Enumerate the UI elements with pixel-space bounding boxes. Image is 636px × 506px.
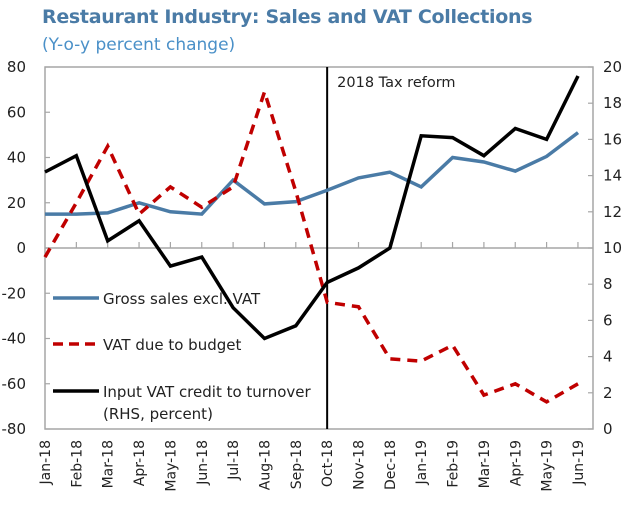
series-line-input-vat-credit (44, 75, 580, 341)
x-tick-label: Sep-18 (289, 440, 305, 489)
y-tick-label-left: 80 (7, 58, 26, 76)
y-tick-label-right: 2 (603, 384, 613, 402)
tax-reform-label: 2018 Tax reform (337, 75, 455, 91)
x-tick-label: Jan-18 (38, 440, 54, 485)
x-tick-label: Mar-19 (477, 440, 493, 488)
y-tick-label-right: 10 (603, 239, 622, 257)
y-tick-label-left: 0 (16, 239, 26, 257)
y-tick-label-left: 60 (7, 103, 26, 121)
series-line-vat-due (43, 86, 579, 404)
x-tick-label: Mar-18 (101, 440, 117, 488)
y-tick-label-right: 4 (603, 348, 613, 366)
y-tick-label-right: 14 (603, 167, 622, 185)
x-tick-label: Apr-18 (132, 440, 148, 486)
x-tick-label: Feb-18 (69, 440, 85, 488)
y-tick-label-right: 8 (603, 275, 613, 293)
x-tick-label: Nov-18 (352, 440, 368, 490)
legend-label: Input VAT credit to turnover (103, 383, 311, 401)
x-tick-label: Jun-19 (571, 440, 587, 486)
x-tick-label: Aug-18 (257, 440, 273, 490)
y-tick-label-right: 18 (603, 94, 622, 112)
y-tick-label-right: 0 (603, 420, 613, 438)
y-tick-label-left: 20 (7, 194, 26, 212)
y-tick-label-left: -40 (2, 330, 27, 348)
x-tick-label: Jan-19 (414, 440, 430, 485)
x-tick-label: May-19 (540, 440, 556, 492)
legend-label: Gross sales excl. VAT (103, 290, 261, 308)
x-tick-label: Feb-19 (446, 440, 462, 488)
x-tick-label: May-18 (163, 440, 179, 492)
y-tick-label-left: -20 (2, 284, 27, 302)
y-tick-label-left: 40 (7, 149, 26, 167)
chart-subtitle: (Y-o-y percent change) (42, 35, 236, 55)
legend-label: VAT due to budget (103, 336, 241, 354)
y-tick-label-left: -80 (2, 420, 27, 438)
y-tick-label-left: -60 (2, 375, 27, 393)
x-tick-label: Dec-18 (383, 440, 399, 490)
y-tick-label-right: 20 (603, 58, 622, 76)
y-tick-label-right: 6 (603, 311, 613, 329)
x-tick-label: Oct-18 (320, 440, 336, 487)
x-tick-label: Jul-18 (226, 440, 242, 481)
x-tick-label: Jun-18 (195, 440, 211, 486)
chart-title: Restaurant Industry: Sales and VAT Colle… (42, 6, 533, 28)
y-tick-label-right: 12 (603, 203, 622, 221)
legend-label: (RHS, percent) (103, 405, 213, 423)
x-tick-label: Apr-19 (508, 440, 524, 486)
y-tick-label-right: 16 (603, 130, 622, 148)
